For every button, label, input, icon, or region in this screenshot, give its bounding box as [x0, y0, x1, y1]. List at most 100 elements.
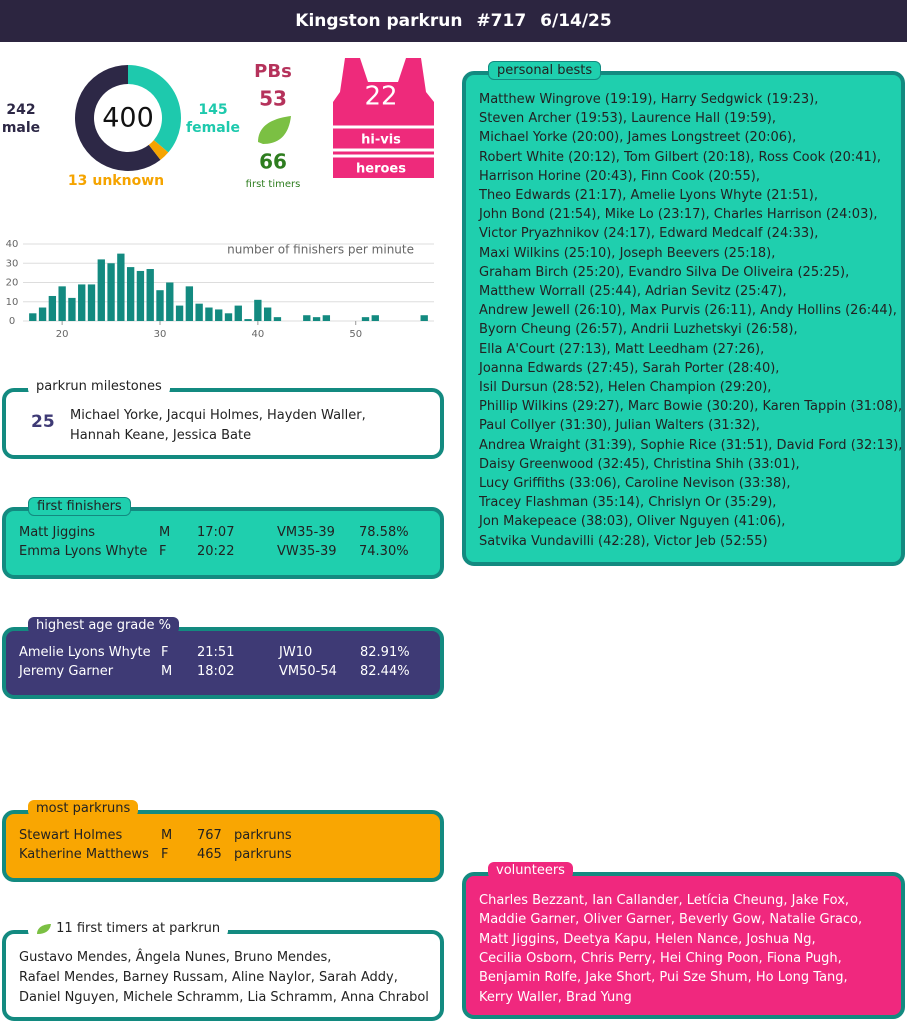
table-cell: 767 — [197, 828, 222, 843]
histogram-bar — [136, 270, 145, 321]
name-line: Harrison Horine (20:43), Finn Cook (20:5… — [479, 168, 760, 184]
x-tick-label: 50 — [349, 329, 362, 340]
table-cell: VM50-54 — [279, 664, 337, 679]
most-parkruns-panel: most parkruns Stewart Holmes M 767 parkruns… — [2, 800, 444, 882]
histogram-bar — [312, 317, 321, 321]
first-finishers-panel: first finishers Matt Jiggins M 17:07 VM35-3… — [2, 497, 444, 579]
hi-vis-label: hi-vis — [361, 133, 401, 148]
table-cell: Matt Jiggins — [19, 525, 96, 540]
name-line: Victor Pryazhnikov (24:17), Edward Medca… — [479, 226, 819, 242]
name-line: Matthew Worrall (25:44), Adrian Sevitz (… — [479, 284, 787, 299]
name-line: Byorn Cheung (26:57), Andrii Luzhetskyi … — [479, 322, 798, 338]
table-cell: F — [159, 544, 167, 559]
first-timers-count: 11 — [56, 921, 73, 936]
table-cell: 82.91% — [360, 645, 410, 660]
header: Kingston parkrun #717 6/14/25 — [0, 0, 907, 42]
first-timers-title: first timers at parkrun — [76, 921, 221, 936]
milestone-badge: 25 — [31, 412, 55, 432]
name-line: Jon Makepeace (38:03), Oliver Nguyen (41… — [479, 514, 786, 530]
donut-segment — [128, 65, 181, 153]
histogram-bar — [87, 284, 96, 321]
segment-label: unknown — [92, 173, 164, 189]
name-line: Satvika Vundavilli (42:28), Victor Jeb (… — [479, 533, 768, 549]
histogram-bar — [371, 315, 379, 321]
name-line: Rafael Mendes, Barney Russam, Aline Nayl… — [19, 970, 398, 985]
histogram-bar — [224, 313, 233, 321]
table-cell: Emma Lyons Whyte — [19, 544, 148, 559]
panel-title: first finishers — [28, 497, 131, 516]
histogram-bar — [166, 282, 174, 321]
volunteers-panel: volunteers Charles Bezzant, Ian Callande… — [462, 862, 905, 1019]
table-cell: M — [161, 664, 173, 679]
name-line: Daniel Nguyen, Michele Schramm, Lia Schr… — [19, 990, 429, 1005]
table-cell: 21:51 — [197, 645, 235, 660]
table-cell: 17:07 — [197, 525, 235, 540]
name-line: Maxi Wilkins (25:10), Joseph Beevers (25… — [479, 245, 776, 261]
name-line: Charles Bezzant, Ian Callander, Letícia … — [479, 893, 850, 908]
histogram-bar — [263, 307, 272, 321]
name-line: Kerry Waller, Brad Yung — [479, 989, 632, 1005]
name-line: Theo Edwards (21:17), Amelie Lyons Whyte… — [479, 188, 818, 203]
leaf-icon — [37, 923, 51, 934]
segment-label: female — [186, 120, 240, 136]
histogram-bar — [303, 315, 311, 321]
table-cell: 78.58% — [359, 525, 409, 540]
y-tick-label: 10 — [6, 297, 19, 308]
table-cell: F — [161, 645, 169, 660]
donut-segment — [74, 65, 161, 171]
histogram-bar — [48, 295, 57, 321]
segment-value: 13 — [68, 173, 87, 189]
name-line: Gustavo Mendes, Ângela Nunes, Bruno Mend… — [19, 950, 332, 965]
name-line: Tracey Flashman (35:14), Chrislyn Or (35… — [479, 495, 777, 511]
histogram-bar — [215, 309, 223, 321]
first-timers-label: first timers — [246, 179, 301, 190]
vest-shape — [333, 58, 434, 178]
table-cell: Jeremy Garner — [19, 664, 114, 679]
segment-caption: 13 unknown — [68, 173, 164, 189]
histogram-bar — [244, 319, 252, 321]
personal-bests-panel: personal bests Matthew Wingrove (19:19),… — [462, 61, 905, 566]
y-tick-label: 0 — [9, 316, 15, 327]
name-line: Phillip Wilkins (29:27), Marc Bowie (30:… — [479, 399, 903, 415]
x-tick-label: 40 — [251, 329, 264, 340]
name-line: Matt Jiggins, Deetya Kapu, Helen Nance, … — [479, 931, 816, 947]
panel-title: most parkruns — [28, 800, 139, 817]
name-line: Isil Dursun (28:52), Helen Champion (29:… — [479, 380, 772, 395]
histogram-bar — [38, 307, 47, 321]
table-cell: F — [161, 847, 169, 862]
table-cell: M — [161, 828, 173, 843]
histogram-bar — [58, 286, 66, 321]
table-cell: 18:02 — [197, 664, 235, 679]
name-line: Hannah Keane, Jessica Bate — [70, 428, 252, 443]
table-cell: Amelie Lyons Whyte — [19, 645, 151, 660]
histogram-bar — [29, 313, 37, 321]
first-timers-count: 66 — [259, 150, 287, 174]
histogram-bar — [361, 317, 370, 321]
name-line: Lucy Griffiths (33:06), Caroline Nevison… — [479, 476, 791, 491]
histogram-bar — [68, 297, 76, 321]
name-line: Daisy Greenwood (32:45), Christina Shih … — [479, 456, 800, 472]
table-cell: VM35-39 — [277, 525, 335, 540]
histogram-bar — [234, 305, 242, 321]
histogram-title: number of finishers per minute — [227, 243, 414, 257]
histogram-bar — [420, 315, 428, 321]
panel-title: 11 first timers at parkrun — [28, 920, 229, 937]
age-grade-panel: highest age grade % Amelie Lyons Whyte F 2… — [2, 617, 444, 699]
histogram-bar — [126, 267, 135, 321]
name-line: Ella A'Court (27:13), Matt Leedham (27:2… — [479, 341, 765, 357]
histogram-bar — [185, 286, 194, 321]
pbs-label: PBs — [254, 61, 292, 82]
name-line: Michael Yorke, Jacqui Holmes, Hayden Wal… — [70, 408, 366, 423]
histogram-bar — [146, 269, 154, 321]
hi-vis-count: 22 — [364, 82, 397, 112]
event-date: 6/14/25 — [540, 11, 612, 31]
first-timers-panel: 11 first timers at parkrun Gustavo Mende… — [2, 920, 444, 1021]
table-cell: 74.30% — [359, 544, 409, 559]
name-line: Steven Archer (19:53), Laurence Hall (19… — [479, 111, 776, 127]
name-line: Cecilia Osborn, Chris Perry, Hei Ching P… — [479, 950, 842, 966]
table-cell: 20:22 — [197, 544, 235, 559]
name-line: Paul Collyer (31:30), Julian Walters (31… — [479, 418, 760, 434]
table-cell: JW10 — [279, 645, 313, 660]
milestones-panel: parkrun milestones 25 Michael Yorke, Jac… — [2, 378, 444, 459]
